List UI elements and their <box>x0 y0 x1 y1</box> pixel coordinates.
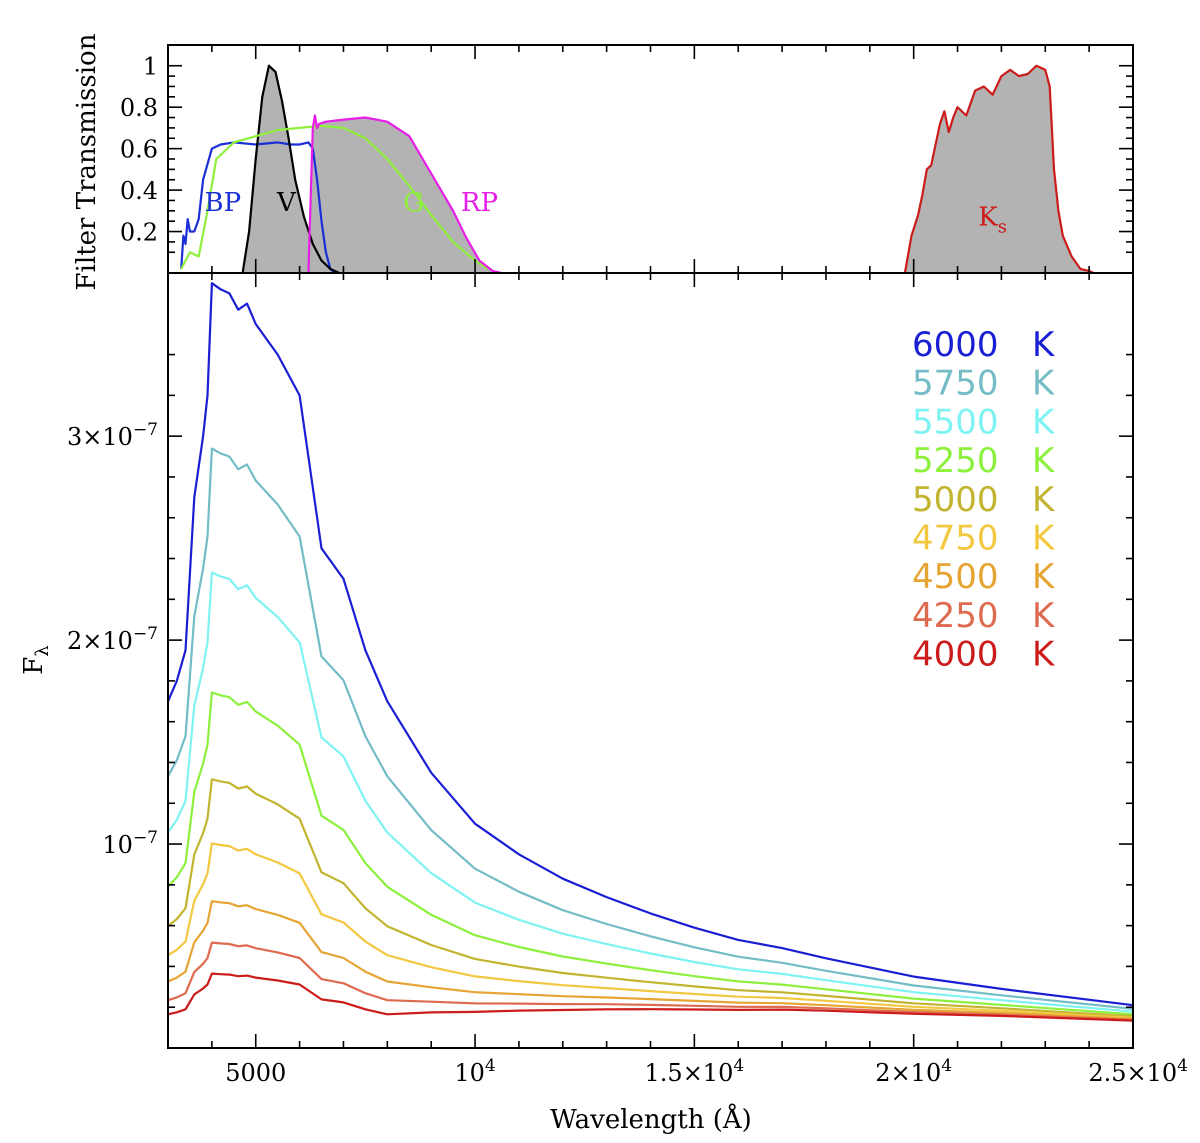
top-y-tick-label: 0.2 <box>120 219 158 247</box>
axes-ticks <box>167 45 1134 1048</box>
legend-number: 5500 <box>912 402 999 442</box>
top-y-tick-label: 0.6 <box>120 136 158 164</box>
tick-label-base: 2×10 <box>67 627 133 655</box>
filter-fill-ks <box>904 65 1094 273</box>
legend-number: 5750 <box>912 364 999 404</box>
tick-label-exp: −7 <box>133 828 158 848</box>
filter-curves <box>180 64 1094 275</box>
top-y-tick-label: 1 <box>143 53 158 81</box>
bottom-y-tick-label: 3×10−7 <box>67 420 158 451</box>
tick-label-base: 10 <box>454 1059 485 1087</box>
filter-labels: BP V G RP Ks <box>205 188 1007 238</box>
filter-fill-v <box>242 65 340 273</box>
tick-label-exp: 4 <box>941 1056 952 1076</box>
legend-unit: K <box>1032 364 1056 404</box>
spectrum-line-5250 <box>167 691 1134 1016</box>
x-tick-label: 5000 <box>225 1059 286 1087</box>
legend-unit: K <box>1032 480 1056 520</box>
legend-number: 4250 <box>912 596 999 636</box>
tick-label-base: 2.5×10 <box>1088 1059 1177 1087</box>
tick-label-exp: 4 <box>733 1056 744 1076</box>
legend-number: 4000 <box>912 635 999 675</box>
legend-entry-5750: 5750 K <box>912 364 1056 404</box>
legend-unit: K <box>1032 441 1056 481</box>
legend-entry-4500: 4500 K <box>912 557 1056 597</box>
bottom-y-tick-label: 2×10−7 <box>67 624 158 655</box>
legend-number: 5250 <box>912 441 999 481</box>
ylabel-top: Filter Transmission <box>72 33 102 290</box>
legend-number: 4750 <box>912 519 999 559</box>
legend-number: 6000 <box>912 325 999 365</box>
filter-label-sub: s <box>998 216 1007 237</box>
legend-unit: K <box>1032 557 1056 597</box>
spectrum-line-4250 <box>167 941 1134 1021</box>
tick-label-base: 2×10 <box>875 1059 941 1087</box>
tick-label-exp: 4 <box>1177 1056 1188 1076</box>
legend-entry-4250: 4250 K <box>912 596 1056 636</box>
legend-entry-4750: 4750 K <box>912 519 1056 559</box>
filter-label-rp: RP <box>461 188 498 218</box>
spectrum-line-4000 <box>167 972 1134 1022</box>
x-tick-label: 1.5×104 <box>645 1056 745 1087</box>
spectrum-line-5750 <box>167 447 1134 1010</box>
legend-entry-5000: 5000 K <box>912 480 1056 520</box>
spectrum-line-4750 <box>167 842 1134 1019</box>
tick-label-exp: 4 <box>485 1056 496 1076</box>
filter-curve-bp <box>180 141 336 274</box>
tick-label-exp: −7 <box>133 420 158 440</box>
legend-entry-4000: 4000 K <box>912 635 1056 675</box>
tick-label-base: 3×10 <box>67 423 133 451</box>
legend-entry-5250: 5250 K <box>912 441 1056 481</box>
legend-unit: K <box>1032 635 1056 675</box>
spectrum-line-5500 <box>167 571 1134 1013</box>
filter-fills <box>242 65 1094 273</box>
legend-unit: K <box>1032 402 1056 442</box>
top-y-tick-label: 0.8 <box>120 94 158 122</box>
tick-label-base: 5000 <box>225 1059 286 1087</box>
ylabel-bottom-main: F <box>19 657 49 675</box>
x-tick-label: 2.5×104 <box>1088 1056 1188 1087</box>
legend: 6000 K 5750 K 5500 K 5250 K 5000 K 4750 K 4500 K 4250 K… <box>912 325 1056 675</box>
filter-curve-v <box>241 64 340 274</box>
filter-label-bp: BP <box>205 188 242 218</box>
filter-fill-rp <box>308 115 502 273</box>
ylabel-bottom-sub: λ <box>32 645 53 656</box>
filter-curve-ks <box>903 64 1094 274</box>
filter-label-v: V <box>276 188 297 218</box>
tick-label-base: 1.5×10 <box>645 1059 734 1087</box>
legend-entry-6000: 6000 K <box>912 325 1056 365</box>
tick-label-exp: −7 <box>133 624 158 644</box>
legend-entry-5500: 5500 K <box>912 402 1056 442</box>
xlabel-bottom: Wavelength (Å) <box>550 1103 752 1135</box>
filter-label-g: G <box>403 188 424 218</box>
ylabel-bottom: Fλ <box>19 645 53 674</box>
x-tick-label: 2×104 <box>875 1056 952 1087</box>
filter-curve-g <box>180 124 489 270</box>
legend-unit: K <box>1032 519 1056 559</box>
spectra-lines <box>166 282 1134 1022</box>
filter-curve-rp <box>307 114 502 275</box>
tick-label-base: 10 <box>102 831 133 859</box>
spectrum-line-6000 <box>166 282 1134 1007</box>
x-tick-label: 104 <box>454 1056 495 1087</box>
legend-number: 5000 <box>912 480 999 520</box>
top-y-tick-label: 0.4 <box>120 177 158 205</box>
legend-number: 4500 <box>912 557 999 597</box>
legend-unit: K <box>1032 596 1056 636</box>
bottom-y-tick-label: 10−7 <box>102 828 158 859</box>
spectrum-line-5000 <box>167 778 1134 1018</box>
legend-unit: K <box>1032 325 1056 365</box>
spectrum-line-4500 <box>167 900 1134 1021</box>
